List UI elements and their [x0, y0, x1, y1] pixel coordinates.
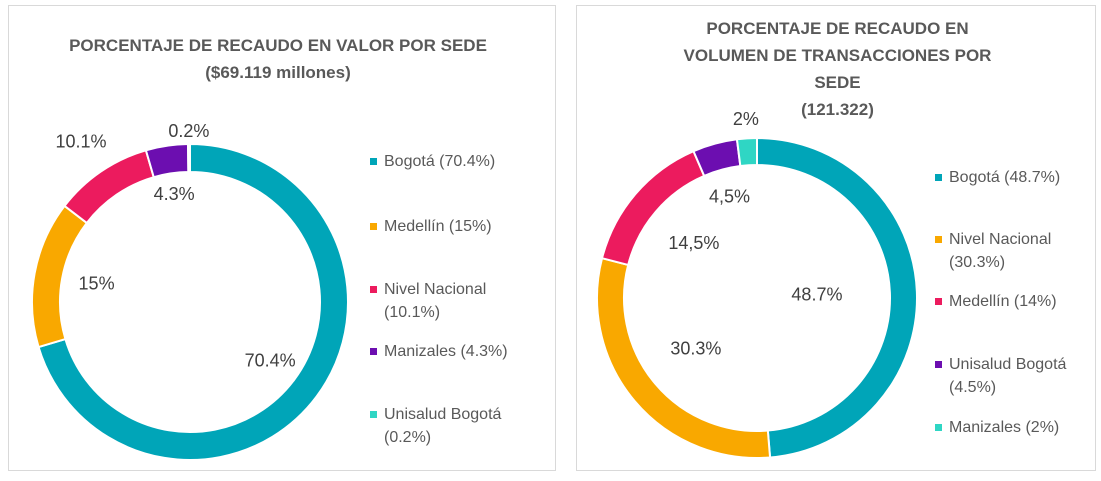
donut-slice [63, 149, 155, 225]
data-label: 4.3% [154, 184, 195, 204]
panel [576, 5, 1096, 471]
legend-entry: Unisalud Bogotá (4.5%) [935, 353, 1101, 399]
legend-swatch [370, 286, 377, 293]
chart-title: PORCENTAJE DE RECAUDO EN VALOR POR SEDE (… [68, 32, 488, 86]
legend-swatch [935, 236, 942, 243]
legend-swatch [935, 298, 942, 305]
legend-swatch [370, 348, 377, 355]
legend-label: Medellín (15%) [384, 218, 492, 235]
legend-entry: Manizales (2%) [935, 416, 1101, 439]
chart-title: PORCENTAJE DE RECAUDO EN VOLUMEN DE TRAN… [665, 15, 1010, 123]
data-label: 70.4% [245, 351, 296, 371]
legend-label: Bogotá (70.4%) [384, 153, 496, 170]
data-label: 10.1% [55, 131, 106, 151]
legend-swatch [370, 411, 377, 418]
legend-swatch [370, 223, 377, 230]
legend-label: Manizales (4.3%) [384, 343, 508, 360]
data-label: 15% [79, 274, 115, 294]
data-label: 14,5% [668, 233, 719, 253]
donut-slice [735, 136, 758, 168]
legend-entry: Unisalud Bogotá (0.2%) [370, 403, 540, 449]
data-label: 2% [733, 109, 759, 129]
subtitle: ($69.119 millones) [205, 63, 351, 82]
data-label: 0.2% [168, 121, 209, 141]
legend-entry: Medellín (15%) [370, 215, 540, 238]
donut-slice [37, 142, 349, 461]
legend-label: Nivel Nacional (10.1%) [384, 281, 487, 321]
legend-entry: Medellín (14%) [935, 290, 1101, 313]
legend-entry: Bogotá (48.7%) [935, 166, 1101, 189]
legend-label: Bogotá (48.7%) [949, 169, 1061, 186]
legend-label: Medellín (14%) [949, 293, 1057, 310]
donut-slice [187, 142, 191, 174]
legend-swatch [935, 174, 942, 181]
legend-label: Manizales (2%) [949, 419, 1060, 436]
title-text: PORCENTAJE DE RECAUDO EN VOLUMEN DE TRAN… [683, 19, 992, 92]
subtitle: (121.322) [801, 100, 874, 119]
legend-label: Unisalud Bogotá (4.5%) [949, 356, 1067, 396]
legend-label: Nivel Nacional (30.3%) [949, 231, 1052, 271]
data-label: 48.7% [791, 284, 842, 304]
legend-entry: Nivel Nacional (10.1%) [370, 278, 540, 324]
title-text: PORCENTAJE DE RECAUDO EN VALOR POR SEDE [69, 36, 487, 55]
legend-entry: Manizales (4.3%) [370, 340, 540, 363]
donut-slice [144, 142, 190, 179]
legend-entry: Bogotá (70.4%) [370, 150, 540, 173]
panel [8, 5, 556, 471]
legend-label: Unisalud Bogotá (0.2%) [384, 406, 502, 446]
data-label: 30.3% [670, 338, 721, 358]
legend-entry: Nivel Nacional (30.3%) [935, 228, 1101, 274]
legend-swatch [370, 158, 377, 165]
legend-swatch [935, 361, 942, 368]
data-label: 4,5% [709, 186, 750, 206]
legend-swatch [935, 424, 942, 431]
